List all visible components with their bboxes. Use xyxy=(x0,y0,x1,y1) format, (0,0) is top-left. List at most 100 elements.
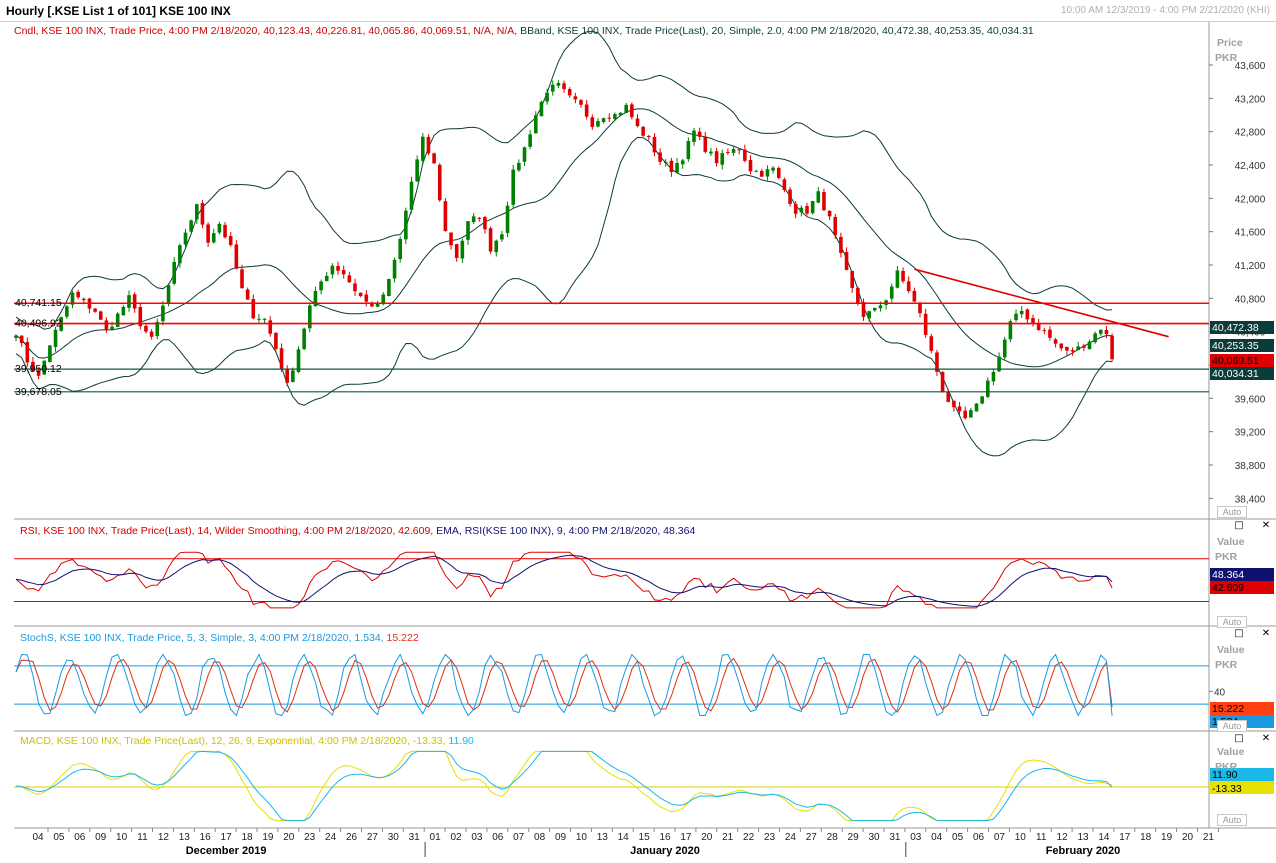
candle-body xyxy=(166,285,171,304)
candle-body xyxy=(245,289,250,300)
level-label: 40,496.92 xyxy=(15,318,62,330)
candle-body xyxy=(494,240,499,253)
candle-body xyxy=(404,210,408,240)
stoch-maximize-button[interactable]: □ xyxy=(1233,628,1245,640)
date-label: 31 xyxy=(889,832,901,843)
candle-body xyxy=(251,299,256,319)
date-label: 19 xyxy=(262,832,274,843)
rsi-maximize-button[interactable]: □ xyxy=(1233,520,1245,532)
stoch-legend-a: StochS, KSE 100 INX, Trade Price, 5, 3, … xyxy=(20,632,384,644)
date-label: 30 xyxy=(868,832,880,843)
stoch-auto-button[interactable]: Auto xyxy=(1217,720,1247,732)
candle-body xyxy=(991,371,996,382)
candle-body xyxy=(1042,330,1047,332)
candle-body xyxy=(980,396,984,404)
stoch-close-button[interactable]: ✕ xyxy=(1260,628,1272,640)
candle-body xyxy=(1053,339,1058,344)
candle-body xyxy=(302,328,306,350)
close-icon: ✕ xyxy=(1261,733,1271,744)
macd-legend: MACD, KSE 100 INX, Trade Price(Last), 12… xyxy=(20,735,474,747)
macd-pane[interactable]: 11.90 -13.33 MACD, KSE 100 INX, Trade Pri… xyxy=(14,735,1274,822)
candle-body xyxy=(550,84,555,92)
price-tick-label: 43,600 xyxy=(1235,61,1266,72)
rsi-lines xyxy=(14,551,1209,609)
candle-body xyxy=(285,369,289,383)
date-label: 17 xyxy=(221,832,233,843)
candle-body xyxy=(680,160,685,165)
candle-body xyxy=(104,320,109,331)
candle-body xyxy=(364,294,369,302)
candle-body xyxy=(432,153,436,164)
candle-body xyxy=(375,303,380,307)
candle-body xyxy=(873,307,877,311)
candle-body xyxy=(850,270,854,289)
candle-body xyxy=(1014,313,1018,321)
candle-body xyxy=(1099,329,1103,334)
candle-body xyxy=(839,236,843,253)
candle-body xyxy=(641,126,645,136)
date-label: 20 xyxy=(283,832,295,843)
level-label: 40,741.15 xyxy=(15,297,62,309)
candle-body xyxy=(70,292,75,305)
date-label: 21 xyxy=(722,832,734,843)
candle-body xyxy=(262,318,267,320)
date-label: 11 xyxy=(1036,832,1047,843)
candle-body xyxy=(460,240,465,259)
candle-body xyxy=(528,134,532,147)
square-icon: □ xyxy=(1234,520,1244,531)
macd-auto-button[interactable]: Auto xyxy=(1217,814,1247,826)
candle-body xyxy=(387,278,391,296)
stoch-tag: 15.222 xyxy=(1212,703,1244,715)
date-label: 05 xyxy=(952,832,964,843)
candle-body xyxy=(466,221,470,240)
candle-body xyxy=(336,265,340,271)
level-label: 39,950.12 xyxy=(15,363,62,375)
candle-body xyxy=(353,283,357,292)
date-label: 10 xyxy=(576,832,588,843)
trendline-segment xyxy=(914,268,1169,338)
stoch-pane[interactable]: 40 15.2221.534 StochS, KSE 100 INX, Trad… xyxy=(14,632,1274,728)
price-pane[interactable]: 43,600 43,200 42,800 42,400 42,000 41,600 41,2… xyxy=(14,25,1274,505)
rsi-close-button[interactable]: ✕ xyxy=(1260,520,1272,532)
date-label: 07 xyxy=(994,832,1006,843)
candle-body xyxy=(65,306,69,317)
date-label: 10 xyxy=(1015,832,1027,843)
bband-lower xyxy=(15,136,1113,457)
date-label: 15 xyxy=(639,832,651,843)
candle-body xyxy=(974,403,979,412)
trendline[interactable] xyxy=(914,268,1169,338)
candle-body xyxy=(867,311,871,319)
macd-maximize-button[interactable]: □ xyxy=(1233,733,1245,745)
window-titlebar: Hourly [.KSE List 1 of 101] KSE 100 INX … xyxy=(0,0,1276,22)
rsi-legend-b: EMA, RSI(KSE 100 INX), 9, 4:00 PM 2/18/2… xyxy=(433,525,695,537)
candle-body xyxy=(132,294,137,309)
candle-body xyxy=(1031,318,1035,324)
candle-body xyxy=(76,291,80,298)
price-last-tag-box xyxy=(1210,339,1274,352)
macd-last-tags: 11.90 -13.33 xyxy=(1210,768,1274,795)
candle-body xyxy=(601,118,606,123)
candle-body xyxy=(1036,323,1041,331)
close-icon: ✕ xyxy=(1261,520,1271,531)
candle-body xyxy=(596,121,600,127)
candle-body xyxy=(347,275,352,283)
date-label: 09 xyxy=(555,832,567,843)
macd-tag: 11.90 xyxy=(1212,769,1238,781)
rsi-auto-button[interactable]: Auto xyxy=(1217,616,1247,628)
candle-body xyxy=(443,201,448,232)
candle-body xyxy=(217,223,222,233)
candle-body xyxy=(517,162,521,171)
pane-frames xyxy=(14,22,1276,829)
candle-body xyxy=(918,302,922,314)
horizontal-levels[interactable]: 40,741.15 40,496.92 39,950.12 39,678.05 xyxy=(14,297,1209,398)
date-label: 11 xyxy=(137,832,148,843)
candle-body xyxy=(93,308,97,312)
price-auto-button[interactable]: Auto xyxy=(1217,506,1247,518)
candle-body xyxy=(635,118,640,127)
rsi-ema-line xyxy=(15,554,1113,607)
macd-close-button[interactable]: ✕ xyxy=(1260,733,1272,745)
